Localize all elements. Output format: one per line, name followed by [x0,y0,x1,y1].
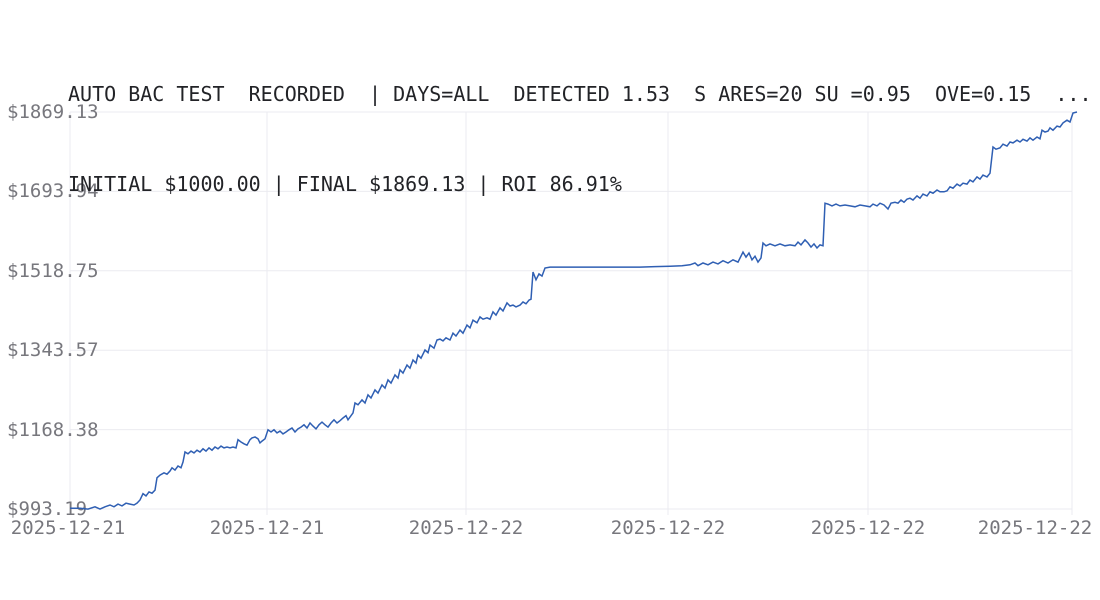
y-axis-tick-label: $993.19 [7,498,88,520]
x-axis-tick-label: 2025-12-21 [10,517,126,539]
y-axis-tick-label: $1693.94 [7,180,99,203]
chart-title-block: AUTO BAC TEST RECORDED | DAYS=ALL DETECT… [68,19,1092,259]
y-axis-tick-label: $1869.13 [7,101,99,123]
y-axis-tick-label: $1168.38 [7,418,99,441]
x-axis-tick-label: 2025-12-21 [209,517,325,539]
equity-curve-line [70,111,1078,510]
x-axis-tick-label: 2025-12-22 [810,517,926,539]
y-axis-tick-label: $1343.57 [7,339,99,362]
chart-title-line1: AUTO BAC TEST RECORDED | DAYS=ALL DETECT… [68,82,1092,106]
x-axis-tick-label: 2025-12-22 [408,517,524,539]
chart-title-line2: INITIAL $1000.00 | FINAL $1869.13 | ROI … [68,172,622,196]
y-axis-tick-label: $1518.75 [7,259,99,282]
x-axis-tick-label: 2025-12-22 [977,517,1093,539]
x-axis-tick-label: 2025-12-22 [610,517,726,539]
